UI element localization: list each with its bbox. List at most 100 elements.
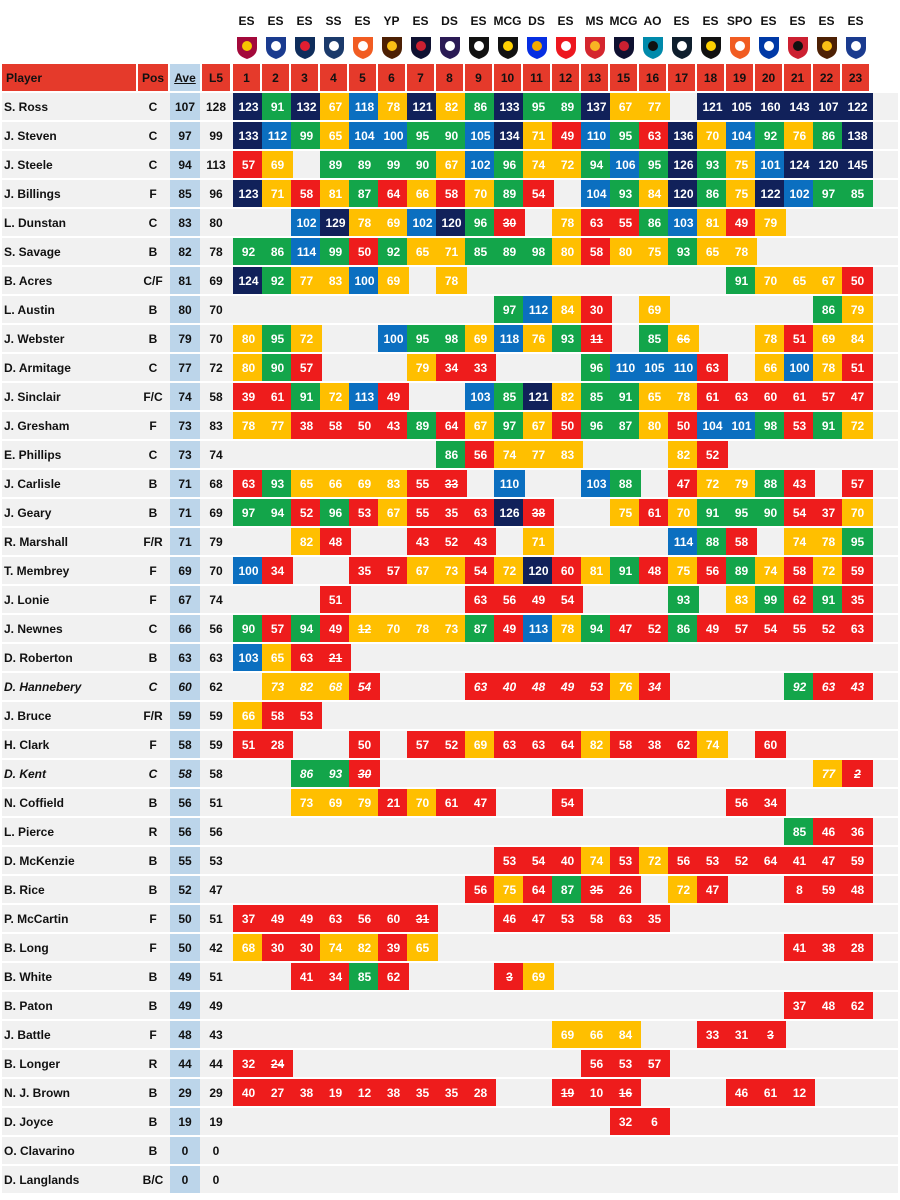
player-name[interactable]: B. Paton bbox=[4, 998, 53, 1013]
header-round[interactable]: 11 bbox=[523, 64, 550, 91]
hawks-icon bbox=[814, 34, 840, 60]
score-cell: 41 bbox=[784, 934, 815, 961]
player-name[interactable]: B. White bbox=[4, 969, 52, 984]
score-cell: 72 bbox=[639, 847, 670, 874]
player-name[interactable]: T. Membrey bbox=[4, 563, 70, 578]
player-name[interactable]: D. Armitage bbox=[4, 360, 71, 375]
player-name[interactable]: J. Steven bbox=[4, 128, 57, 143]
player-name[interactable]: J. Carlisle bbox=[4, 476, 61, 491]
score-cell: 86 bbox=[262, 238, 293, 265]
score-cell: 112 bbox=[523, 296, 554, 323]
score-cell: 61 bbox=[755, 1079, 786, 1106]
player-name[interactable]: J. Lonie bbox=[4, 592, 50, 607]
header-round[interactable]: 22 bbox=[813, 64, 840, 91]
score-cell: 37 bbox=[784, 992, 815, 1019]
player-name[interactable]: D. Langlands bbox=[4, 1172, 80, 1187]
player-name[interactable]: D. McKenzie bbox=[4, 853, 75, 868]
header-round[interactable]: 23 bbox=[842, 64, 869, 91]
player-name[interactable]: J. Bruce bbox=[4, 708, 52, 723]
player-name[interactable]: J. Webster bbox=[4, 331, 65, 346]
header-round[interactable]: 12 bbox=[552, 64, 579, 91]
player-name[interactable]: D. Kent bbox=[4, 766, 46, 781]
header-l5[interactable]: L5 bbox=[202, 64, 230, 91]
header-pos[interactable]: Pos bbox=[138, 64, 168, 91]
header-round[interactable]: 18 bbox=[697, 64, 724, 91]
header-round[interactable]: 4 bbox=[320, 64, 347, 91]
player-name[interactable]: J. Gresham bbox=[4, 418, 70, 433]
player-name[interactable]: B. Longer bbox=[4, 1056, 60, 1071]
header-round[interactable]: 8 bbox=[436, 64, 463, 91]
player-name[interactable]: J. Battle bbox=[4, 1027, 51, 1042]
player-name[interactable]: P. McCartin bbox=[4, 911, 69, 926]
score-cell: 120 bbox=[668, 180, 699, 207]
score-cell: 93 bbox=[668, 586, 699, 613]
header-round[interactable]: 2 bbox=[262, 64, 289, 91]
player-name[interactable]: D. Roberton bbox=[4, 650, 73, 665]
header-round[interactable]: 7 bbox=[407, 64, 434, 91]
player-name[interactable]: D. Hannebery bbox=[4, 679, 82, 694]
player-name[interactable]: J. Billings bbox=[4, 186, 61, 201]
player-average: 107 bbox=[170, 93, 200, 120]
score-cell: 89 bbox=[349, 151, 380, 178]
score-cell: 103 bbox=[465, 383, 496, 410]
player-name[interactable]: J. Newnes bbox=[4, 621, 63, 636]
score-cell: 58 bbox=[291, 180, 322, 207]
player-name[interactable]: S. Ross bbox=[4, 99, 49, 114]
player-name[interactable]: N. J. Brown bbox=[4, 1085, 71, 1100]
player-name[interactable]: S. Savage bbox=[4, 244, 61, 259]
header-round[interactable]: 16 bbox=[639, 64, 666, 91]
header-round[interactable]: 10 bbox=[494, 64, 521, 91]
score-cell: 102 bbox=[465, 151, 496, 178]
header-player[interactable]: Player bbox=[2, 64, 136, 91]
header-round[interactable]: 19 bbox=[726, 64, 753, 91]
venue-label: MCG bbox=[609, 14, 638, 28]
score-cell: 124 bbox=[784, 151, 815, 178]
header-round[interactable]: 13 bbox=[581, 64, 608, 91]
header-ave[interactable]: Ave bbox=[170, 64, 200, 91]
player-name[interactable]: J. Sinclair bbox=[4, 389, 61, 404]
score-cell: 59 bbox=[813, 876, 844, 903]
score-cell: 89 bbox=[726, 557, 757, 584]
score-cell: 89 bbox=[494, 180, 525, 207]
score-cell: 64 bbox=[436, 412, 467, 439]
player-name[interactable]: N. Coffield bbox=[4, 795, 64, 810]
header-round[interactable]: 17 bbox=[668, 64, 695, 91]
player-name[interactable]: O. Clavarino bbox=[4, 1143, 75, 1158]
score-cell: 73 bbox=[436, 615, 467, 642]
player-name[interactable]: R. Marshall bbox=[4, 534, 69, 549]
header-round[interactable]: 6 bbox=[378, 64, 405, 91]
player-name[interactable]: L. Austin bbox=[4, 302, 55, 317]
header-round[interactable]: 3 bbox=[291, 64, 318, 91]
player-name[interactable]: H. Clark bbox=[4, 737, 50, 752]
score-cell: 97 bbox=[494, 412, 525, 439]
player-name[interactable]: J. Steele bbox=[4, 157, 53, 172]
score-cell: 83 bbox=[552, 441, 583, 468]
score-cell: 93 bbox=[610, 180, 641, 207]
player-average: 74 bbox=[170, 383, 200, 410]
score-cell: 61 bbox=[436, 789, 467, 816]
player-name[interactable]: B. Acres bbox=[4, 273, 53, 288]
score-cell: 53 bbox=[552, 905, 583, 932]
header-round[interactable]: 9 bbox=[465, 64, 492, 91]
player-name[interactable]: B. Long bbox=[4, 940, 49, 955]
player-name[interactable]: E. Phillips bbox=[4, 447, 62, 462]
score-cell: 70 bbox=[697, 122, 728, 149]
player-name[interactable]: L. Dunstan bbox=[4, 215, 66, 230]
player-average: 58 bbox=[170, 731, 200, 758]
player-name[interactable]: B. Rice bbox=[4, 882, 45, 897]
score-cell: 63 bbox=[697, 354, 728, 381]
player-name[interactable]: D. Joyce bbox=[4, 1114, 54, 1129]
header-round[interactable]: 15 bbox=[610, 64, 637, 91]
header-round[interactable]: 5 bbox=[349, 64, 376, 91]
player-position: F bbox=[149, 737, 157, 752]
player-name[interactable]: L. Pierce bbox=[4, 824, 55, 839]
player-last5: 58 bbox=[209, 389, 223, 404]
score-cell: 75 bbox=[726, 151, 757, 178]
header-round[interactable]: 20 bbox=[755, 64, 782, 91]
score-cell: 57 bbox=[639, 1050, 670, 1077]
header-round[interactable]: 21 bbox=[784, 64, 811, 91]
score-cell: 97 bbox=[233, 499, 264, 526]
score-cell: 56 bbox=[726, 789, 757, 816]
header-round[interactable]: 1 bbox=[233, 64, 260, 91]
player-name[interactable]: J. Geary bbox=[4, 505, 52, 520]
